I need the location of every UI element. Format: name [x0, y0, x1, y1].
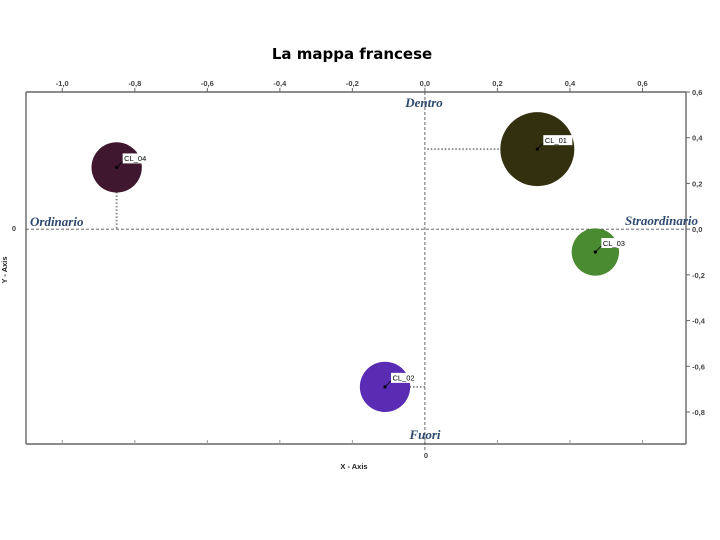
- x-tick-label: -0,6: [201, 79, 214, 88]
- x-zero-label: 0: [424, 451, 428, 460]
- y-axis-title: Y - Axis: [0, 256, 9, 283]
- x-tick-label: 0,2: [492, 79, 502, 88]
- y-tick-label: -0,4: [692, 317, 706, 326]
- bubble-label-box: [122, 153, 152, 164]
- x-tick-label: 0,4: [565, 79, 576, 88]
- y-zero-label: 0: [12, 224, 16, 233]
- y-tick-label: 0,2: [692, 179, 702, 188]
- y-tick-label: 0,0: [692, 225, 702, 234]
- x-tick-label: -0,8: [128, 79, 141, 88]
- y-tick-label: 0,6: [692, 88, 702, 97]
- bubble-label: CL_01: [545, 136, 567, 145]
- bubble-label-box: [601, 238, 631, 248]
- bubble-label-box: [543, 135, 573, 146]
- bubble-label: CL_03: [603, 239, 625, 248]
- label-leader: [384, 380, 392, 388]
- quadrant-label-top: Dentro: [404, 95, 443, 110]
- label-leader: [116, 161, 123, 168]
- chart-title: La mappa francese: [272, 45, 432, 63]
- x-tick-label: -0,2: [346, 79, 359, 88]
- y-tick-label: -0,6: [692, 362, 705, 371]
- x-axis-title: X - Axis: [340, 462, 367, 471]
- x-tick-label: 0,6: [637, 79, 647, 88]
- plot-area: [25, 91, 687, 445]
- bubble-label: CL_02: [393, 374, 415, 383]
- label-leader: [537, 142, 544, 150]
- quadrant-label-bottom: Fuori: [408, 427, 440, 442]
- y-tick-label: -0,2: [692, 271, 705, 280]
- quadrant-label-right: Straordinario: [625, 213, 698, 228]
- y-tick-label: 0,4: [692, 134, 703, 143]
- label-leader: [595, 245, 602, 253]
- bubble-label-box: [391, 372, 421, 383]
- bubble-label: CL_04: [124, 154, 146, 163]
- quadrant-label-left: Ordinario: [30, 214, 84, 229]
- x-tick-label: -1,0: [56, 79, 69, 88]
- x-tick-label: 0,0: [420, 79, 430, 88]
- x-tick-label: -0,4: [273, 79, 287, 88]
- y-tick-label: -0,8: [692, 408, 705, 417]
